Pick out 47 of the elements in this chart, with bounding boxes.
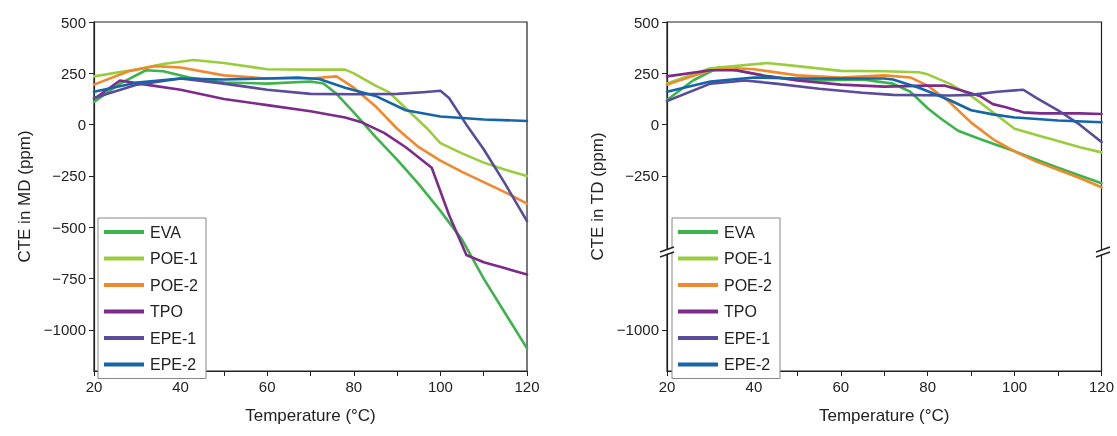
y-axis-title: CTE in MD (ppm) <box>14 130 34 263</box>
y-tick-label: −1000 <box>43 321 86 339</box>
x-tick-label: 40 <box>172 378 189 395</box>
x-tick-label: 120 <box>514 378 540 395</box>
legend-label: EPE-2 <box>150 356 197 373</box>
y-tick-label: 0 <box>650 116 659 134</box>
line-series <box>92 77 529 223</box>
y-tick-label: −750 <box>52 270 86 288</box>
x-tick-label: 60 <box>258 378 276 395</box>
legend-label: POE-1 <box>150 250 199 267</box>
x-tick-label: 80 <box>345 378 363 395</box>
x-tick-label: 100 <box>427 378 453 395</box>
y-axis-title: CTE in TD (ppm) <box>587 132 607 261</box>
x-tick-label: 20 <box>658 378 676 395</box>
legend-label: EPE-1 <box>150 329 197 347</box>
legend-label: EPE-2 <box>724 356 771 373</box>
x-tick-label: 80 <box>919 378 937 395</box>
line-series <box>92 76 529 123</box>
line-series <box>665 68 1103 116</box>
legend-label: POE-1 <box>724 250 773 267</box>
x-tick-label: 20 <box>85 378 103 395</box>
legend-label: POE-2 <box>724 276 773 294</box>
y-tick-label: −250 <box>52 167 86 185</box>
y-tick-label: −250 <box>625 167 659 185</box>
legend-label: EVA <box>724 223 756 241</box>
legend-label: TPO <box>150 303 183 320</box>
x-axis-title: Temperature (°C) <box>818 406 950 425</box>
legend-label: TPO <box>724 303 757 320</box>
x-tick-label: 60 <box>832 378 850 395</box>
legend-label: POE-2 <box>150 276 199 294</box>
line-series <box>92 58 529 178</box>
line-series <box>665 79 1103 144</box>
y-tick-label: −1000 <box>616 321 659 339</box>
x-axis-title: Temperature (°C) <box>245 406 376 425</box>
y-tick-label: 250 <box>633 64 659 82</box>
x-tick-label: 120 <box>1088 378 1114 395</box>
x-tick-label: 40 <box>745 378 763 395</box>
line-series <box>92 79 529 276</box>
y-tick-label: 500 <box>60 13 86 31</box>
line-series <box>665 76 1103 124</box>
y-tick-label: 250 <box>60 64 86 82</box>
y-tick-label: 500 <box>633 13 659 31</box>
y-tick-label: −500 <box>52 218 86 236</box>
legend-label: EPE-1 <box>724 329 771 347</box>
legend-label: EVA <box>150 223 182 241</box>
y-tick-label: 0 <box>77 116 86 134</box>
x-tick-label: 100 <box>1002 378 1028 395</box>
